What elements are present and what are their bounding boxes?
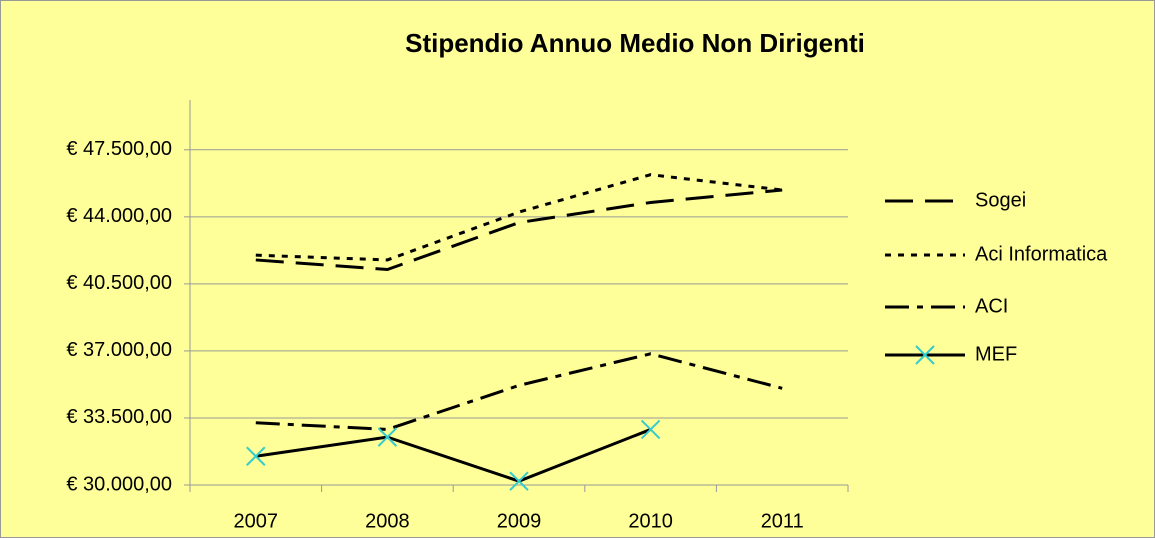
y-tick-label: € 37.000,00 (66, 339, 172, 361)
point-marker (509, 471, 529, 491)
series-line (255, 352, 783, 431)
point-marker (640, 419, 661, 440)
series-line (255, 188, 783, 272)
x-tick-label: 2011 (761, 510, 804, 532)
legend-label: Aci Informatica (975, 243, 1108, 265)
y-tick-label: € 44.000,00 (66, 205, 172, 227)
y-tick-label: € 30.000,00 (66, 473, 172, 495)
x-tick-label: 2009 (497, 510, 542, 532)
point-marker (246, 446, 266, 466)
x-tick-label: 2007 (234, 510, 279, 532)
legend-label: Sogei (975, 189, 1026, 211)
y-tick-label: € 40.500,00 (66, 272, 172, 294)
series-line (255, 428, 652, 483)
chart-title: Stipendio Annuo Medio Non Dirigenti (405, 28, 865, 58)
y-tick-label: € 47.500,00 (66, 138, 172, 160)
legend-label: ACI (975, 295, 1008, 317)
point-marker (377, 427, 398, 447)
legend-marker (915, 345, 935, 365)
x-tick-label: 2008 (365, 510, 410, 532)
legend-label: MEF (975, 343, 1017, 365)
y-tick-label: € 33.500,00 (66, 406, 172, 428)
x-tick-label: 2010 (628, 510, 673, 532)
